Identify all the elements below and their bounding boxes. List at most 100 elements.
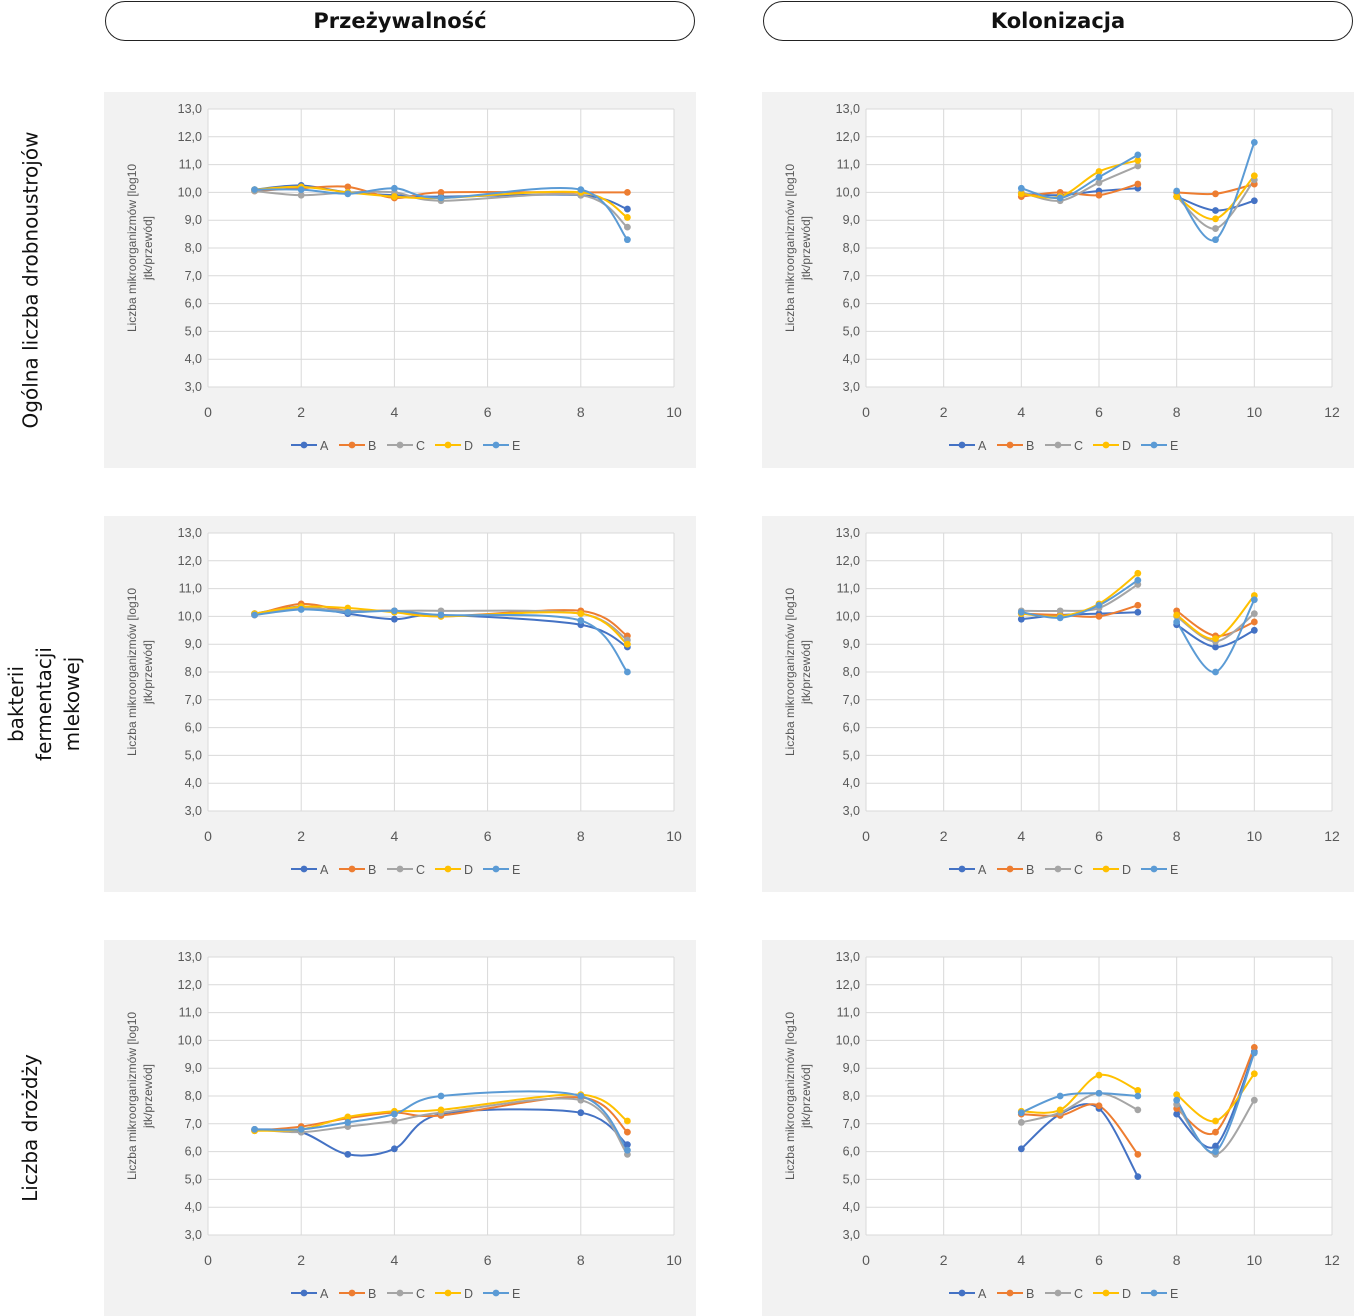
- data-point-B: [344, 183, 352, 191]
- y-tick-label: 13,0: [836, 526, 860, 540]
- data-point-D: [624, 214, 631, 221]
- y-tick-label: 11,0: [837, 158, 860, 172]
- x-tick-label: 0: [204, 404, 212, 420]
- y-tick-label: 7,0: [185, 1117, 202, 1131]
- y-axis-title: Liczba mikroorganizmów [log10 jtk/przewód…: [125, 164, 155, 332]
- data-point-C: [1017, 1119, 1025, 1126]
- row-label-yeast-text: Liczba drożdży: [18, 1054, 42, 1202]
- data-point-A: [1250, 197, 1258, 205]
- y-tick-label: 4,0: [843, 352, 860, 366]
- y-tick-label: 12,0: [836, 554, 860, 568]
- svg-text:E: E: [512, 863, 520, 877]
- data-point-E: [437, 194, 445, 202]
- x-tick-label: 2: [940, 1252, 948, 1268]
- x-tick-label: 6: [484, 1252, 492, 1268]
- data-point-A: [1212, 1142, 1219, 1150]
- data-point-A: [1134, 1173, 1142, 1181]
- data-point-E: [1173, 187, 1181, 195]
- data-point-C: [1250, 1096, 1258, 1104]
- data-point-E: [1056, 614, 1064, 622]
- legend-item-D: D: [435, 439, 473, 453]
- x-tick-label: 4: [1017, 828, 1025, 844]
- series-line-E: [1020, 1092, 1139, 1114]
- y-tick-label: 13,0: [178, 526, 202, 540]
- data-point-E: [344, 608, 352, 616]
- row-label-yeast: Liczba drożdży: [0, 940, 60, 1316]
- y-tick-label: 9,0: [185, 1061, 202, 1075]
- legend-item-C: C: [1045, 439, 1083, 453]
- data-point-D: [1095, 1071, 1103, 1079]
- x-tick-label: 8: [577, 404, 585, 420]
- svg-text:B: B: [368, 1287, 376, 1301]
- chart-panel-colonization-lab: 3,0 4,0 5,0 6,0 7,0 8,0 9,0 10,0 11,0 12,0 13,0 0 2 4…: [762, 516, 1354, 892]
- data-point-E: [1056, 194, 1064, 202]
- x-tick-label: 2: [297, 828, 305, 844]
- svg-text:E: E: [512, 439, 520, 453]
- y-tick-label: 6,0: [185, 1145, 202, 1159]
- svg-text:D: D: [1122, 439, 1131, 453]
- data-point-E: [1250, 596, 1258, 604]
- y-tick-label: 11,0: [179, 582, 202, 596]
- data-point-A: [391, 615, 398, 623]
- data-point-D: [1134, 157, 1142, 164]
- data-point-E: [624, 1146, 631, 1154]
- legend-item-D: D: [435, 1287, 473, 1301]
- data-point-A: [1017, 615, 1025, 623]
- x-tick-label: 12: [1324, 1252, 1340, 1268]
- column-header-colonization-text: Kolonizacja: [990, 9, 1126, 33]
- x-tick-label: 6: [484, 828, 492, 844]
- data-point-D: [1212, 215, 1219, 223]
- y-tick-label: 9,0: [843, 213, 860, 227]
- y-tick-label: 10,0: [178, 185, 202, 199]
- chart-panel-colonization-yeast: 3,0 4,0 5,0 6,0 7,0 8,0 9,0 10,0 11,0 12,0 13,0 0 2 4…: [762, 940, 1354, 1316]
- y-tick-label: 9,0: [843, 637, 860, 651]
- legend-item-B: B: [997, 1287, 1034, 1301]
- data-point-B: [1134, 601, 1142, 609]
- legend-item-C: C: [1045, 863, 1083, 877]
- x-tick-label: 10: [1247, 1252, 1263, 1268]
- svg-text:B: B: [1026, 439, 1034, 453]
- x-tick-label: 12: [1324, 828, 1340, 844]
- x-tick-label: 12: [1324, 404, 1340, 420]
- legend-item-C: C: [1045, 1287, 1083, 1301]
- y-tick-label: 10,0: [836, 609, 860, 623]
- y-axis-title: Liczba mikroorganizmów [log10 jtk/przewód…: [783, 588, 813, 756]
- data-point-D: [577, 610, 585, 618]
- row-label-total-text: Ogólna liczba drobnoustrojów: [18, 131, 42, 429]
- x-tick-label: 4: [1017, 404, 1025, 420]
- legend-item-C: C: [387, 1287, 425, 1301]
- chart-panel-survival-yeast: 3,0 4,0 5,0 6,0 7,0 8,0 9,0 10,0 11,0 12,0 13,0 0 2 4…: [104, 940, 696, 1316]
- x-tick-label: 4: [1017, 1252, 1025, 1268]
- legend-item-C: C: [387, 439, 425, 453]
- legend-item-E: E: [1141, 439, 1178, 453]
- svg-text:E: E: [512, 1287, 520, 1301]
- data-point-A: [577, 1109, 585, 1117]
- row-label-total: Ogólna liczba drobnoustrojów: [0, 92, 60, 468]
- y-tick-label: 11,0: [837, 582, 860, 596]
- legend-item-A: A: [949, 1287, 987, 1301]
- column-header-survival: Przeżywalność: [105, 1, 695, 41]
- data-point-E: [1173, 1096, 1181, 1104]
- data-point-E: [297, 1125, 305, 1133]
- data-point-B: [437, 189, 445, 196]
- data-point-D: [1095, 168, 1103, 175]
- y-tick-label: 6,0: [843, 721, 860, 735]
- data-point-B: [1250, 618, 1258, 626]
- y-tick-label: 13,0: [178, 950, 202, 964]
- data-point-B: [1212, 190, 1219, 198]
- data-point-D: [1056, 1106, 1064, 1114]
- y-tick-label: 3,0: [185, 804, 202, 818]
- data-point-D: [1134, 569, 1142, 577]
- data-point-E: [251, 1125, 258, 1133]
- svg-text:A: A: [978, 439, 987, 453]
- data-point-A: [1212, 643, 1219, 651]
- data-point-C: [1056, 607, 1064, 615]
- y-tick-label: 6,0: [185, 721, 202, 735]
- x-tick-label: 0: [862, 1252, 870, 1268]
- data-point-E: [391, 607, 398, 615]
- data-point-E: [1134, 576, 1142, 584]
- series-line-C: [1020, 1092, 1139, 1124]
- data-point-B: [1095, 613, 1103, 620]
- series-line-C: [1020, 164, 1139, 202]
- data-point-D: [437, 1106, 445, 1114]
